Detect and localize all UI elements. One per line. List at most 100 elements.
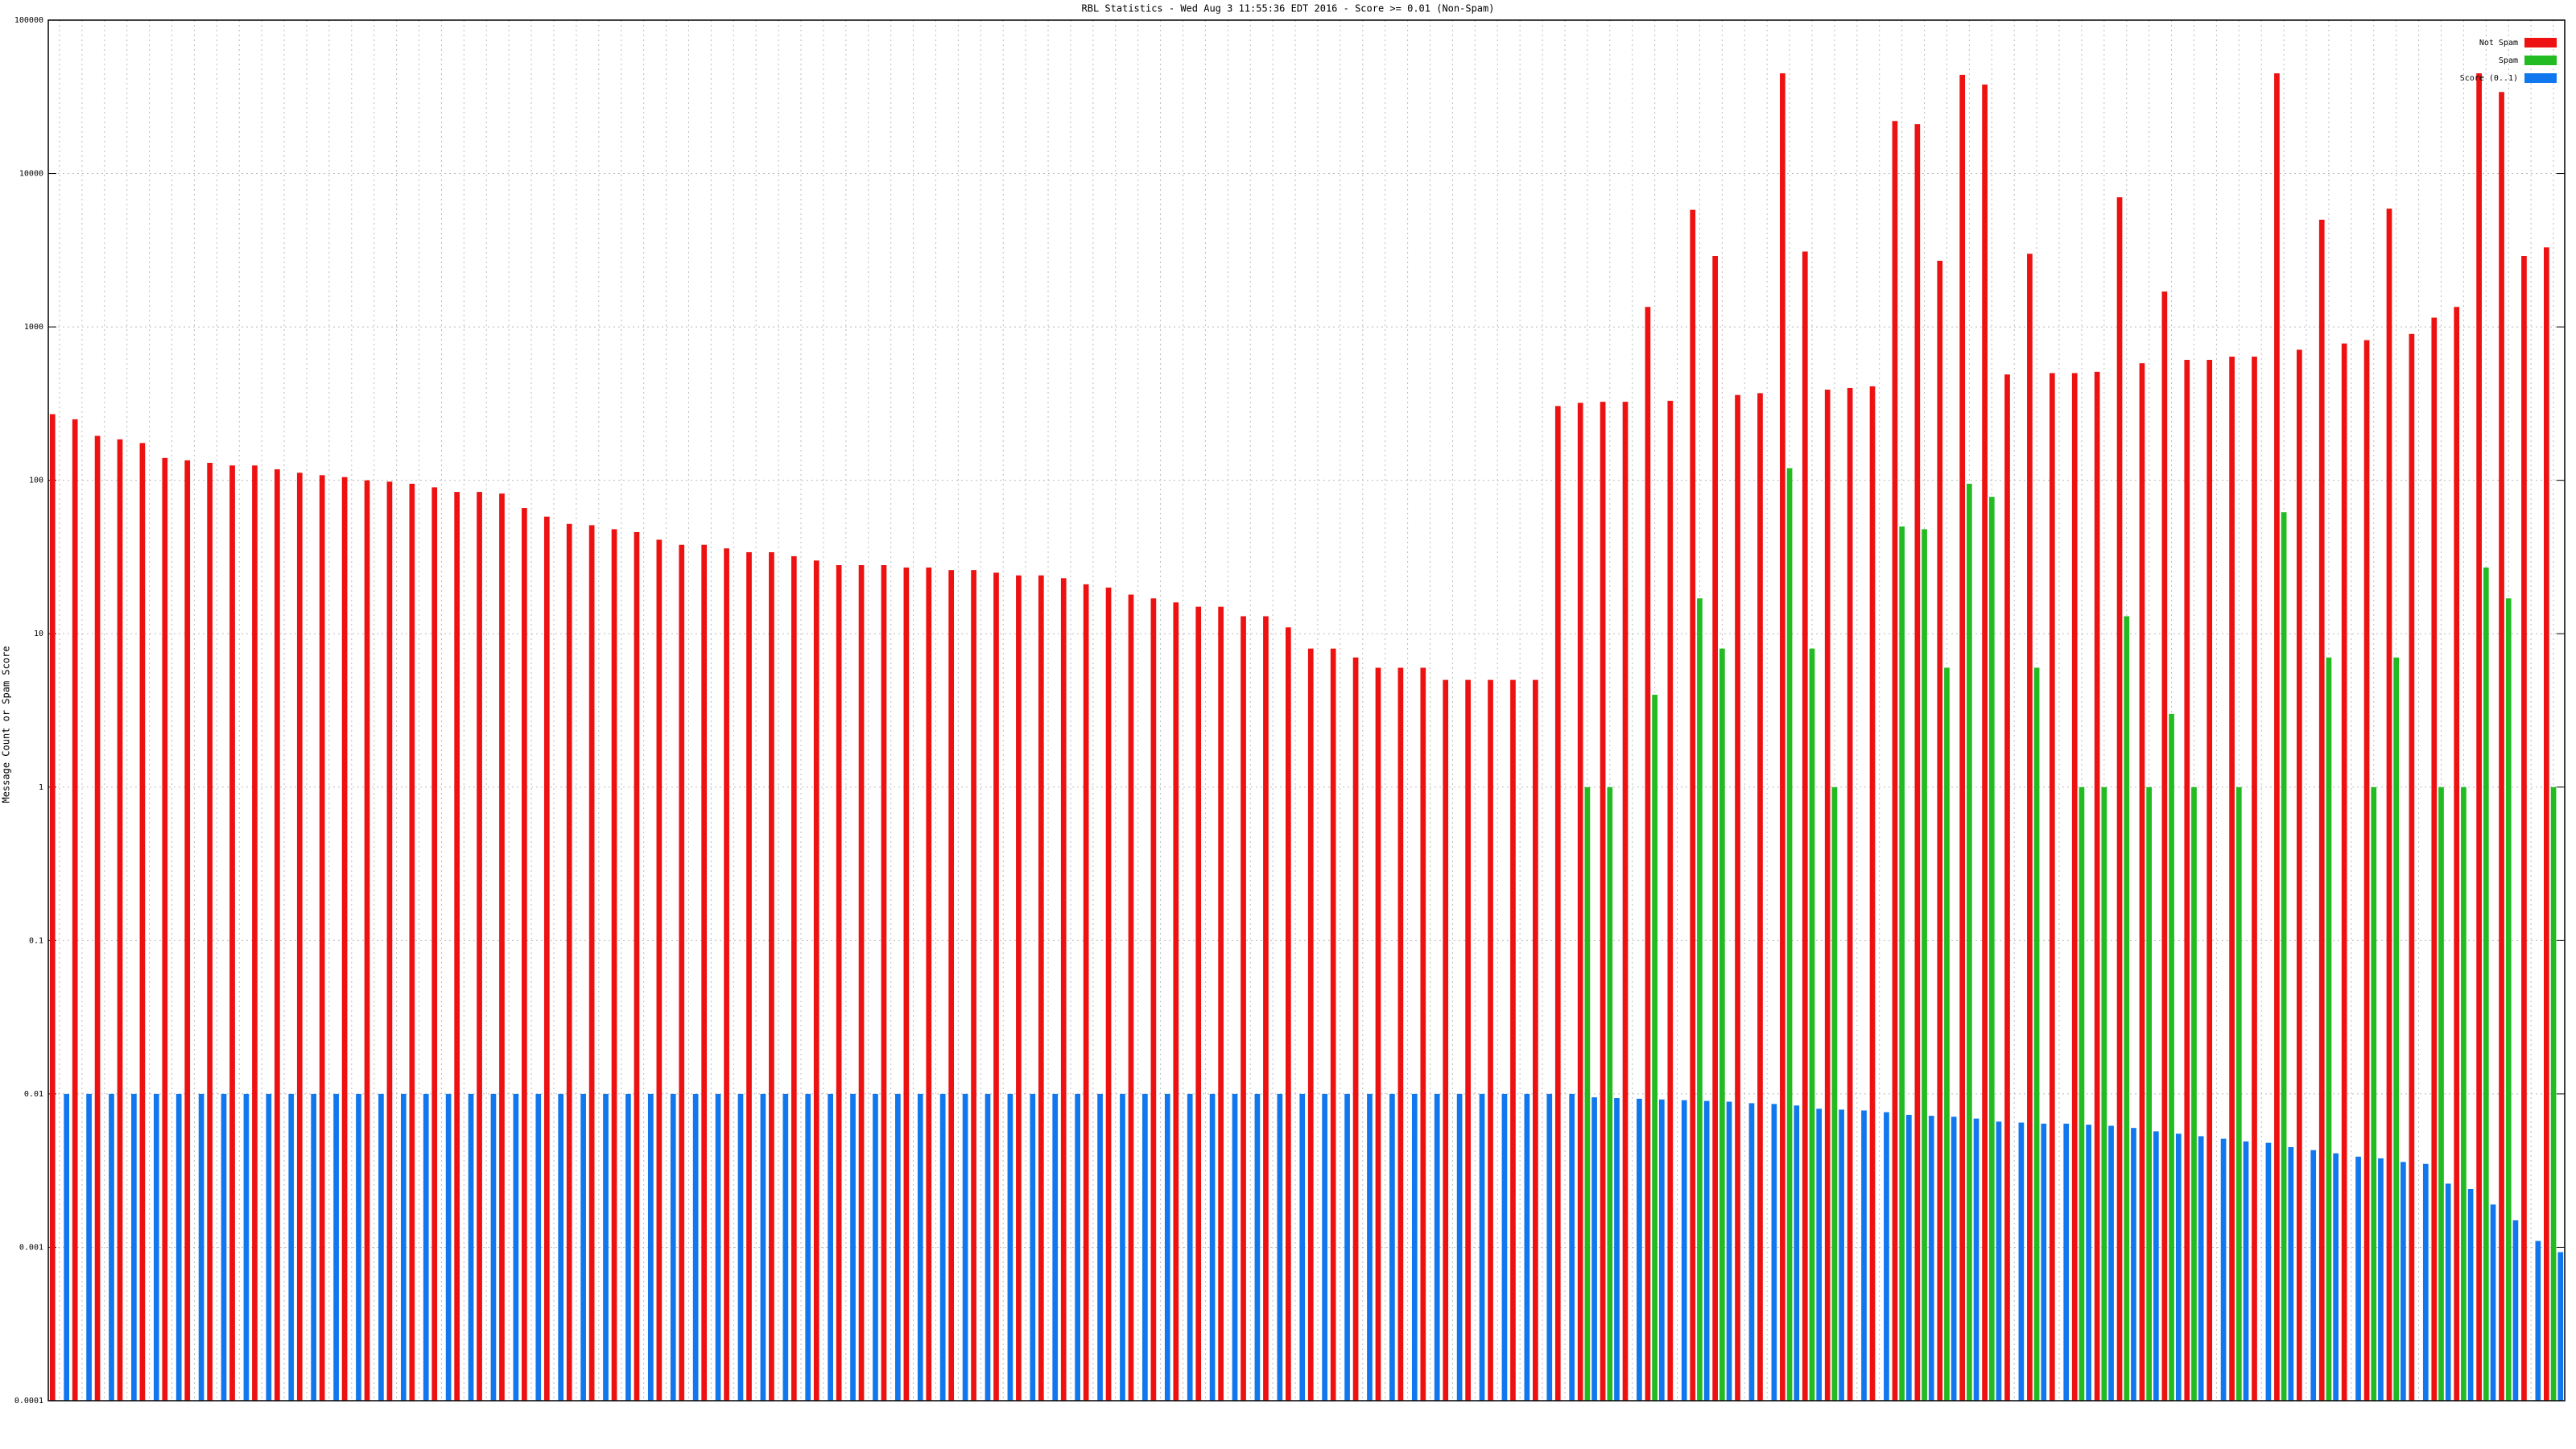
bar [2378,1158,2384,1401]
bar [1097,1093,1103,1401]
bar [1905,1114,1912,1401]
bar [1218,606,1224,1401]
bar [266,1093,272,1401]
bar [1524,1093,1530,1401]
bar [153,1093,159,1401]
bar [1794,1105,1800,1401]
bar [1577,402,1583,1402]
bar [1105,587,1112,1401]
bar [1142,1093,1148,1401]
bar [2220,1138,2227,1401]
bar [1488,679,1493,1401]
bar [1173,602,1179,1401]
bar [2101,786,2107,1401]
bar [1569,1093,1575,1401]
bar [1645,307,1651,1402]
bar [513,1093,519,1401]
bar [2041,1123,2047,1401]
plot-border [47,19,2566,1402]
bar [117,439,123,1401]
bar [1052,1093,1059,1401]
bar [1263,616,1269,1401]
bar [647,1093,654,1401]
bar [431,487,438,1401]
bar [1344,1093,1350,1401]
bar [364,480,370,1401]
bar [1254,1093,1261,1401]
bar [2131,1128,2136,1401]
bar [1150,598,1157,1401]
bar [1748,1103,1755,1401]
bar [939,1093,946,1401]
bar [1600,402,1606,1401]
bar [2401,1162,2406,1401]
bar [656,539,663,1401]
bar [1712,255,1718,1402]
bar [1209,1093,1216,1401]
bar [2490,1204,2496,1401]
bar [2094,371,2100,1402]
bar [1959,74,1966,1402]
bar [1607,786,1613,1401]
bar [1367,1093,1373,1401]
bar [1030,1093,1036,1401]
bar [769,551,774,1401]
y-tick-label: 0.1 [29,936,43,945]
bar [1187,1093,1193,1401]
bar [319,475,325,1401]
bar [2318,219,2325,1402]
bar [1501,1093,1508,1401]
bar [49,414,56,1401]
y-axis-label: Message Count or Spam Score [1,646,12,803]
bar [737,1093,744,1401]
bar [1802,251,1808,1402]
bar [1690,209,1696,1402]
bar [341,477,348,1401]
y-tick-label: 1 [39,783,43,792]
bar [1839,1109,1844,1401]
bar [522,508,527,1401]
bar [1016,575,1022,1401]
bar [207,462,213,1401]
bar [760,1093,766,1401]
bar [543,516,550,1401]
bar [2281,512,2287,1402]
bar [2108,1125,2114,1401]
bar [881,565,887,1401]
bar [2512,1220,2519,1401]
bar [1937,260,1943,1401]
bar [926,568,932,1401]
bar [468,1093,474,1401]
bar [2454,307,2460,1402]
bar [962,1093,968,1401]
bar [2296,349,2302,1402]
bar [243,1093,250,1401]
bar [679,544,685,1401]
bar [724,548,729,1401]
bar [1726,1101,1732,1401]
bar [1703,1100,1710,1401]
bar [288,1093,295,1401]
bar [746,551,752,1401]
bar [1389,1093,1395,1401]
legend-label: Not Spam [2479,39,2518,47]
bar [386,481,393,1401]
bar [1330,648,1336,1401]
bar [1479,1093,1485,1401]
bar [1007,1093,1013,1401]
bar [2431,317,2438,1401]
bar [1352,657,1359,1401]
bar [1892,121,1898,1401]
bar [2543,247,2549,1401]
bar [2252,357,2257,1402]
bar [2409,333,2415,1401]
bar [2422,1163,2429,1401]
bar [1375,667,1381,1401]
bar [1277,1093,1283,1401]
bar [2207,360,2213,1401]
bar [634,531,640,1401]
bar [2191,786,2197,1401]
bar [1719,648,1725,1401]
bar [985,1093,991,1401]
